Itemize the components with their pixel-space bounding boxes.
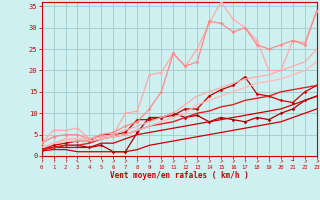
X-axis label: Vent moyen/en rafales ( km/h ): Vent moyen/en rafales ( km/h ) bbox=[110, 171, 249, 180]
